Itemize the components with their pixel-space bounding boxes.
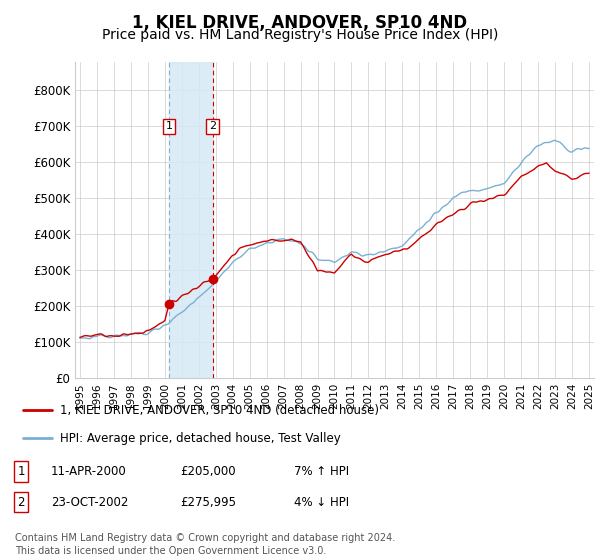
Text: £275,995: £275,995 xyxy=(180,496,236,509)
Text: 1: 1 xyxy=(17,465,25,478)
Text: 2: 2 xyxy=(17,496,25,509)
Text: Price paid vs. HM Land Registry's House Price Index (HPI): Price paid vs. HM Land Registry's House … xyxy=(102,28,498,42)
Text: 1: 1 xyxy=(166,122,173,131)
Text: 1, KIEL DRIVE, ANDOVER, SP10 4ND: 1, KIEL DRIVE, ANDOVER, SP10 4ND xyxy=(133,14,467,32)
Text: Contains HM Land Registry data © Crown copyright and database right 2024.
This d: Contains HM Land Registry data © Crown c… xyxy=(15,533,395,556)
Text: 7% ↑ HPI: 7% ↑ HPI xyxy=(294,465,349,478)
Bar xyxy=(169,62,213,378)
Text: 2: 2 xyxy=(209,122,216,131)
Text: 1, KIEL DRIVE, ANDOVER, SP10 4ND (detached house): 1, KIEL DRIVE, ANDOVER, SP10 4ND (detach… xyxy=(60,404,379,417)
Text: HPI: Average price, detached house, Test Valley: HPI: Average price, detached house, Test… xyxy=(60,432,341,445)
Text: £205,000: £205,000 xyxy=(180,465,236,478)
Text: 11-APR-2000: 11-APR-2000 xyxy=(51,465,127,478)
Text: 23-OCT-2002: 23-OCT-2002 xyxy=(51,496,128,509)
Text: 4% ↓ HPI: 4% ↓ HPI xyxy=(294,496,349,509)
